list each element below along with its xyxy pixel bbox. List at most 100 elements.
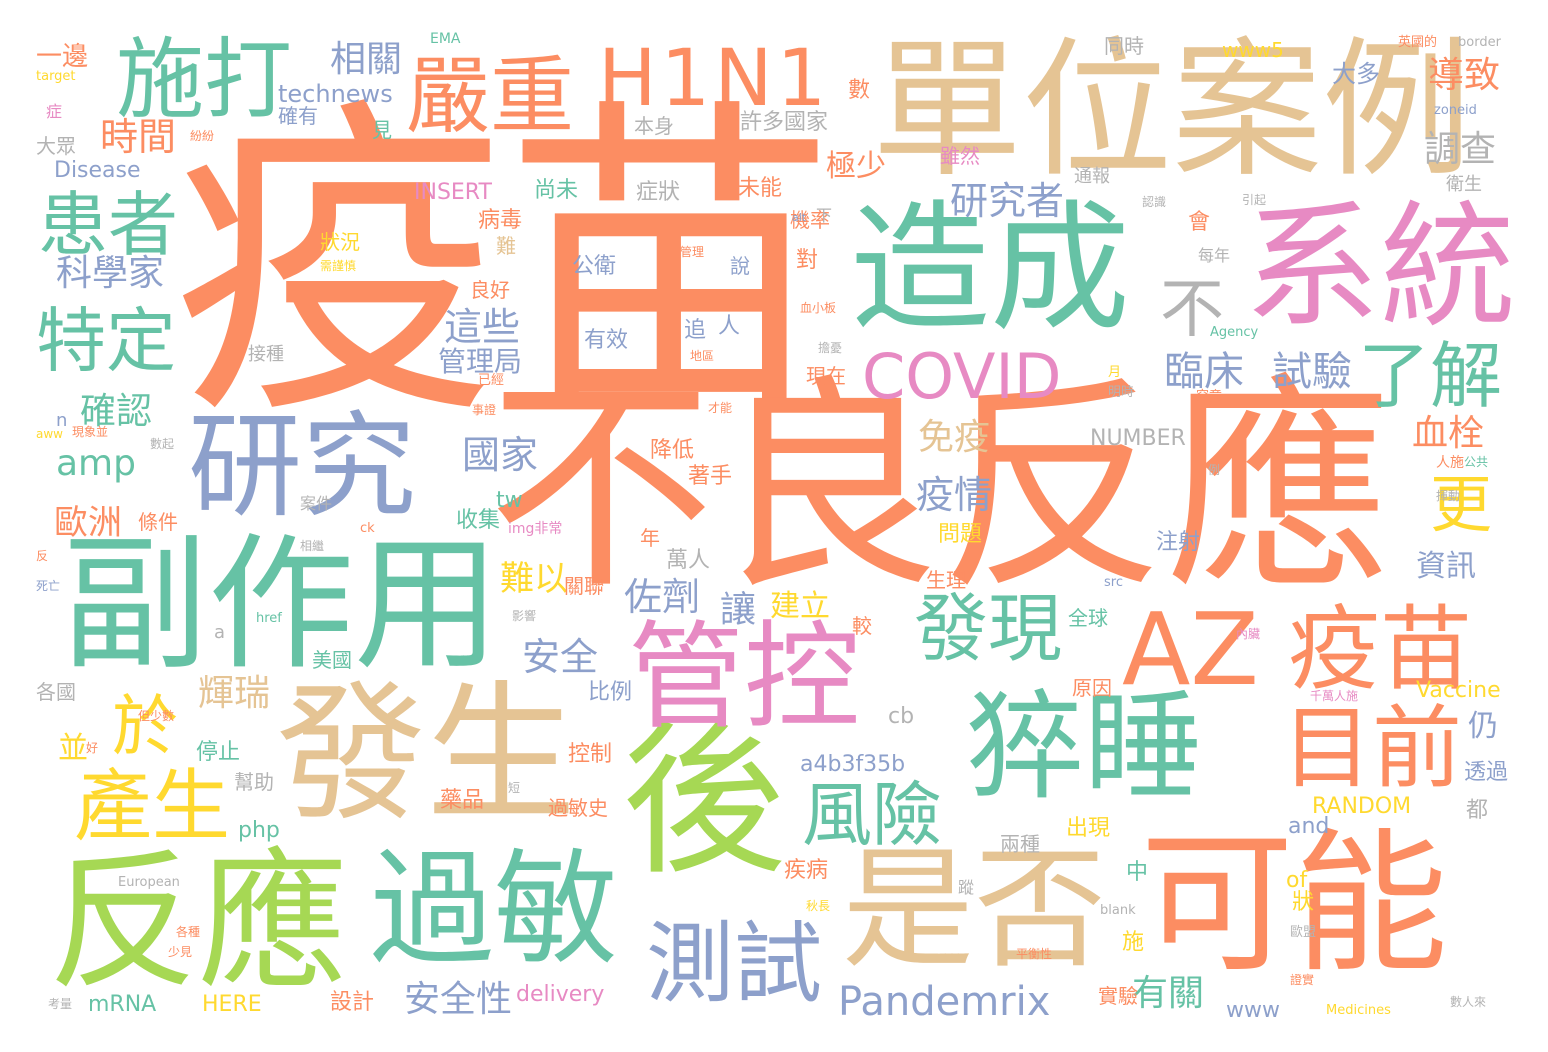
word-guojia: 國家 [462, 433, 539, 477]
word-faxian: 發現 [914, 586, 1062, 672]
word-cb: cb [888, 704, 915, 729]
word-of: of [1286, 868, 1308, 893]
word-zhuoshou: 著手 [688, 464, 733, 489]
word-guankong: 管控 [628, 610, 860, 745]
word-shangwei: 尚未 [534, 178, 579, 203]
word-weineng: 未能 [738, 176, 783, 201]
word-quanqiu: 全球 [1068, 606, 1108, 630]
word-gonggong: 公共 [1464, 455, 1489, 469]
word-insert: INSERT [414, 180, 492, 205]
word-rang: 讓 [714, 590, 755, 626]
word-guomin: 過敏 [370, 838, 619, 982]
word-fasheng: 發生 [276, 668, 577, 842]
word-zhengzhuang: 症狀 [636, 180, 681, 205]
word-huirui: 輝瑞 [198, 673, 271, 714]
word-linchuang: 臨床 [1164, 349, 1244, 395]
word-siwang: 死亡 [36, 579, 61, 593]
word-liangzhong: 兩種 [1000, 832, 1040, 856]
word-guominshi: 過敏史 [548, 796, 608, 820]
word-delivery: delivery [516, 982, 605, 1007]
word-liaojie: 了解 [1358, 334, 1503, 418]
word-yimiao: 疫苗 [172, 73, 836, 459]
word-youguan: 有關 [1132, 973, 1205, 1014]
word-www5: www5 [1222, 38, 1284, 62]
word-yanjiuzhe: 研究者 [950, 179, 1065, 223]
word-anjian: 案件 [300, 494, 333, 513]
word-a4b3f35b: a4b3f35b [800, 752, 906, 777]
word-zixun: 資訊 [1416, 549, 1476, 584]
word-kexuejia: 科學家 [56, 253, 165, 294]
word-teding: 特定 [36, 300, 176, 382]
word-shida: 施打 [116, 28, 293, 131]
word-az: AZ [1122, 591, 1259, 708]
word-huidong: 揮動 [1436, 489, 1461, 503]
word-jiangdi: 降低 [650, 438, 695, 463]
word-diaocha: 調查 [1424, 129, 1497, 170]
word-ck: ck [360, 521, 375, 536]
word-yinqi: 引起 [1242, 193, 1267, 207]
word-fanying: 反應 [48, 836, 349, 1010]
word-agency: Agency [1210, 325, 1259, 340]
word-kongzhi: 控制 [568, 742, 613, 767]
word-danyou: 擔憂 [818, 341, 843, 355]
word-fenfen: 紛紛 [190, 129, 215, 143]
word-zaocheng: 造成 [850, 188, 1131, 351]
word-xiangji: 相繼 [300, 539, 325, 553]
word-meinian: 每年 [1198, 246, 1231, 265]
word-target: target [36, 69, 76, 84]
word-yibian: 一邊 [36, 42, 89, 72]
word-oumeng: 歐盟 [1290, 925, 1317, 940]
word-zhui: 追 [684, 318, 707, 343]
word-medicines: Medicines [1326, 1003, 1391, 1018]
word-guanli: 管理 [680, 245, 705, 259]
word-zhong: 中 [1126, 860, 1149, 885]
word-yue: 月 [1108, 365, 1122, 380]
word-european: European [118, 875, 180, 890]
word-bingdu: 病毒 [478, 208, 523, 233]
word-buliang-fanying: 不良反應 [488, 357, 1393, 620]
word-yu: 於 [112, 688, 178, 765]
word-technews: technews [278, 80, 393, 108]
word-fuzuoyong: 副作用 [62, 520, 500, 690]
word-zong: 蹤 [958, 878, 975, 897]
word-li: 例 [1208, 463, 1221, 477]
word-blank: blank [1100, 903, 1136, 918]
word-jian: 見 [372, 118, 392, 142]
word-qianwanrenshi: 千萬人施 [1310, 689, 1359, 703]
word-alt: alt [792, 211, 807, 224]
word-nanyi: 難以 [500, 559, 568, 599]
word-chansheng: 產生 [74, 762, 231, 852]
word-yaopin: 藥品 [440, 788, 485, 813]
word-tw: tw [496, 488, 523, 513]
word-geng: 更 [1430, 468, 1493, 541]
word-zheng: 症 [46, 102, 63, 121]
word-jishao: 極少 [826, 149, 886, 184]
word-xiangguan: 相關 [330, 39, 403, 80]
word-tiaojian: 條件 [138, 510, 178, 534]
word-dui: 對 [796, 248, 819, 273]
word-imgfeichang: img非常 [508, 521, 563, 537]
word-www: www [1226, 998, 1280, 1023]
word-shouji: 收集 [456, 508, 501, 533]
word-number: NUMBER [1090, 426, 1186, 451]
word-zhuang: 狀 [1292, 890, 1315, 915]
word-benshen: 本身 [634, 114, 674, 138]
word-shuqi: 數起 [150, 437, 175, 451]
word-fengxian: 風險 [802, 774, 942, 856]
word-here: HERE [202, 992, 262, 1017]
word-xianxiangbing: 現象並 [72, 425, 109, 439]
word-wanren: 萬人 [666, 548, 711, 573]
word-zuoji: 佐劑 [624, 575, 701, 619]
word-renshi2: 人施 [1436, 455, 1464, 471]
word-gongwei: 公衛 [572, 254, 617, 279]
word-amp: amp [56, 443, 136, 484]
word-yiqing: 疫情 [916, 473, 993, 517]
word-aww: aww [36, 427, 63, 441]
word-xia: 下 [816, 206, 833, 225]
word-bu: 不 [1160, 273, 1224, 347]
word-jiujing: 究竟 [1196, 389, 1223, 404]
word-keneng: 可能 [1140, 815, 1449, 994]
word-disease: Disease [54, 158, 141, 183]
word-jiao: 較 [852, 614, 872, 638]
word-bing: 並 [58, 731, 88, 766]
